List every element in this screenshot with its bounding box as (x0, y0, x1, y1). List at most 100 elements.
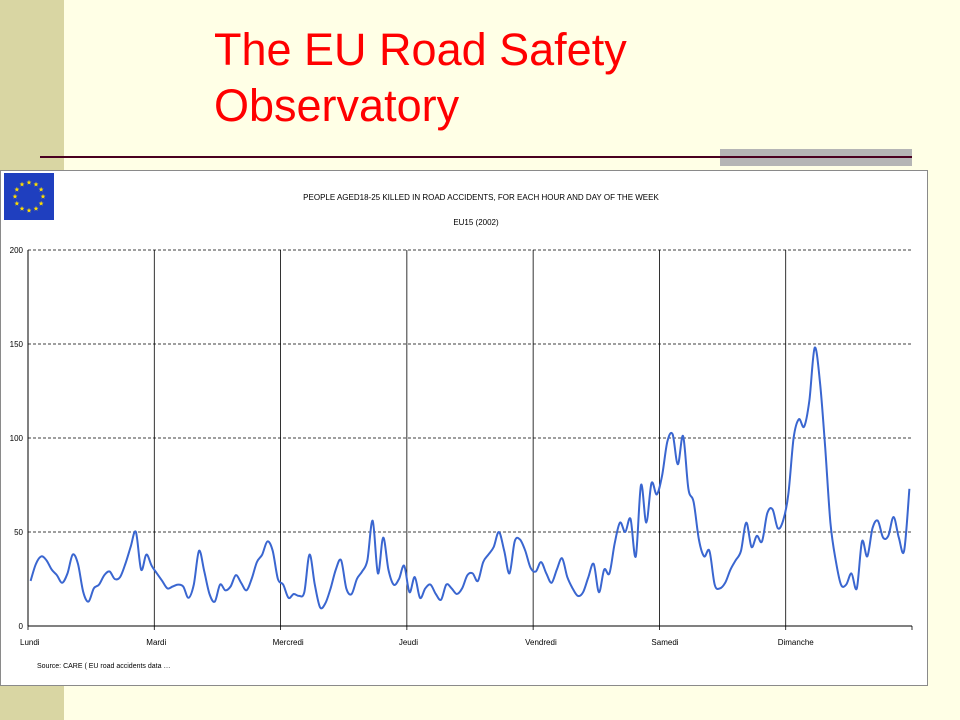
data-point (251, 578, 253, 580)
data-point (403, 565, 405, 567)
data-point (751, 546, 753, 548)
data-point (151, 565, 153, 567)
flag-star (40, 193, 46, 199)
data-point (461, 588, 463, 590)
flag-star (38, 200, 44, 206)
data-point (588, 576, 590, 578)
fatalities-line-chart: PEOPLE AGED18-25 KILLED IN ROAD ACCIDENT… (10, 193, 913, 670)
flag-star (12, 193, 18, 199)
data-point (603, 569, 605, 571)
data-point (304, 591, 306, 593)
data-point (619, 522, 621, 524)
x-tick-label-lundi: Lundi (20, 638, 40, 647)
data-point (398, 578, 400, 580)
data-point (235, 574, 237, 576)
flag-star (33, 206, 39, 211)
data-point (335, 569, 337, 571)
data-point (888, 535, 890, 537)
data-point (709, 550, 711, 552)
data-point (204, 571, 206, 573)
data-point (256, 561, 258, 563)
data-point (114, 578, 116, 580)
data-point (498, 531, 500, 533)
data-point (519, 539, 521, 541)
data-point (530, 567, 532, 569)
data-point (319, 606, 321, 608)
data-point (735, 559, 737, 561)
chart-panel: PEOPLE AGED18-25 KILLED IN ROAD ACCIDENT… (0, 170, 928, 686)
x-tick-label-mercredi: Mercredi (273, 638, 304, 647)
data-point (861, 541, 863, 543)
data-point (451, 588, 453, 590)
tick-labels: 0 50 100 150 200 Lundi Mardi Mercredi Jeudi Vendr… (10, 246, 815, 647)
data-point (393, 584, 395, 586)
data-point (188, 597, 190, 599)
data-point (893, 516, 895, 518)
data-point (525, 550, 527, 552)
data-point (325, 603, 327, 605)
data-point (314, 584, 316, 586)
data-point (209, 593, 211, 595)
data-point (567, 576, 569, 578)
data-point (161, 580, 163, 582)
data-point (740, 550, 742, 552)
data-point (724, 582, 726, 584)
data-point (372, 520, 374, 522)
data-point (414, 576, 416, 578)
data-point (693, 501, 695, 503)
data-point (535, 571, 537, 573)
data-point (261, 554, 263, 556)
data-point (482, 561, 484, 563)
data-point (503, 550, 505, 552)
data-point (593, 563, 595, 565)
data-point (672, 433, 674, 435)
data-point (772, 509, 774, 511)
y-tick-label-150: 150 (10, 340, 24, 349)
data-point (614, 543, 616, 545)
data-point (288, 597, 290, 599)
data-point (467, 574, 469, 576)
flag-star (26, 179, 32, 185)
data-point (835, 559, 837, 561)
data-point (293, 593, 295, 595)
data-point (582, 591, 584, 593)
data-point (882, 537, 884, 539)
data-point (240, 582, 242, 584)
eu-flag-icon (4, 173, 54, 220)
data-point (214, 601, 216, 603)
data-point (598, 591, 600, 593)
data-point (703, 556, 705, 558)
data-point (93, 588, 95, 590)
y-tick-label-0: 0 (19, 622, 24, 631)
data-point (67, 573, 69, 575)
data-point (472, 573, 474, 575)
chart-source-note: Source: CARE ( EU road accidents data … (37, 663, 170, 670)
data-point (419, 597, 421, 599)
data-point (72, 554, 74, 556)
data-point (167, 588, 169, 590)
data-point (814, 347, 816, 349)
flag-star (14, 186, 20, 192)
data-point (430, 584, 432, 586)
data-point (361, 571, 363, 573)
data-point (40, 556, 42, 558)
data-point (877, 520, 879, 522)
data-point (651, 482, 653, 484)
title-rule (40, 156, 912, 158)
data-point (282, 584, 284, 586)
data-point (509, 573, 511, 575)
slide-title: The EU Road Safety Observatory (214, 24, 627, 131)
data-point (61, 582, 63, 584)
x-tick-label-vendredi: Vendredi (525, 638, 557, 647)
data-point (514, 541, 516, 543)
data-point (656, 494, 658, 496)
data-point (845, 584, 847, 586)
data-point (56, 574, 58, 576)
data-point (909, 488, 911, 490)
data-point (156, 573, 158, 575)
data-point (146, 554, 148, 556)
data-point (546, 573, 548, 575)
data-point (635, 556, 637, 558)
data-point (382, 537, 384, 539)
flag-star (19, 181, 25, 187)
